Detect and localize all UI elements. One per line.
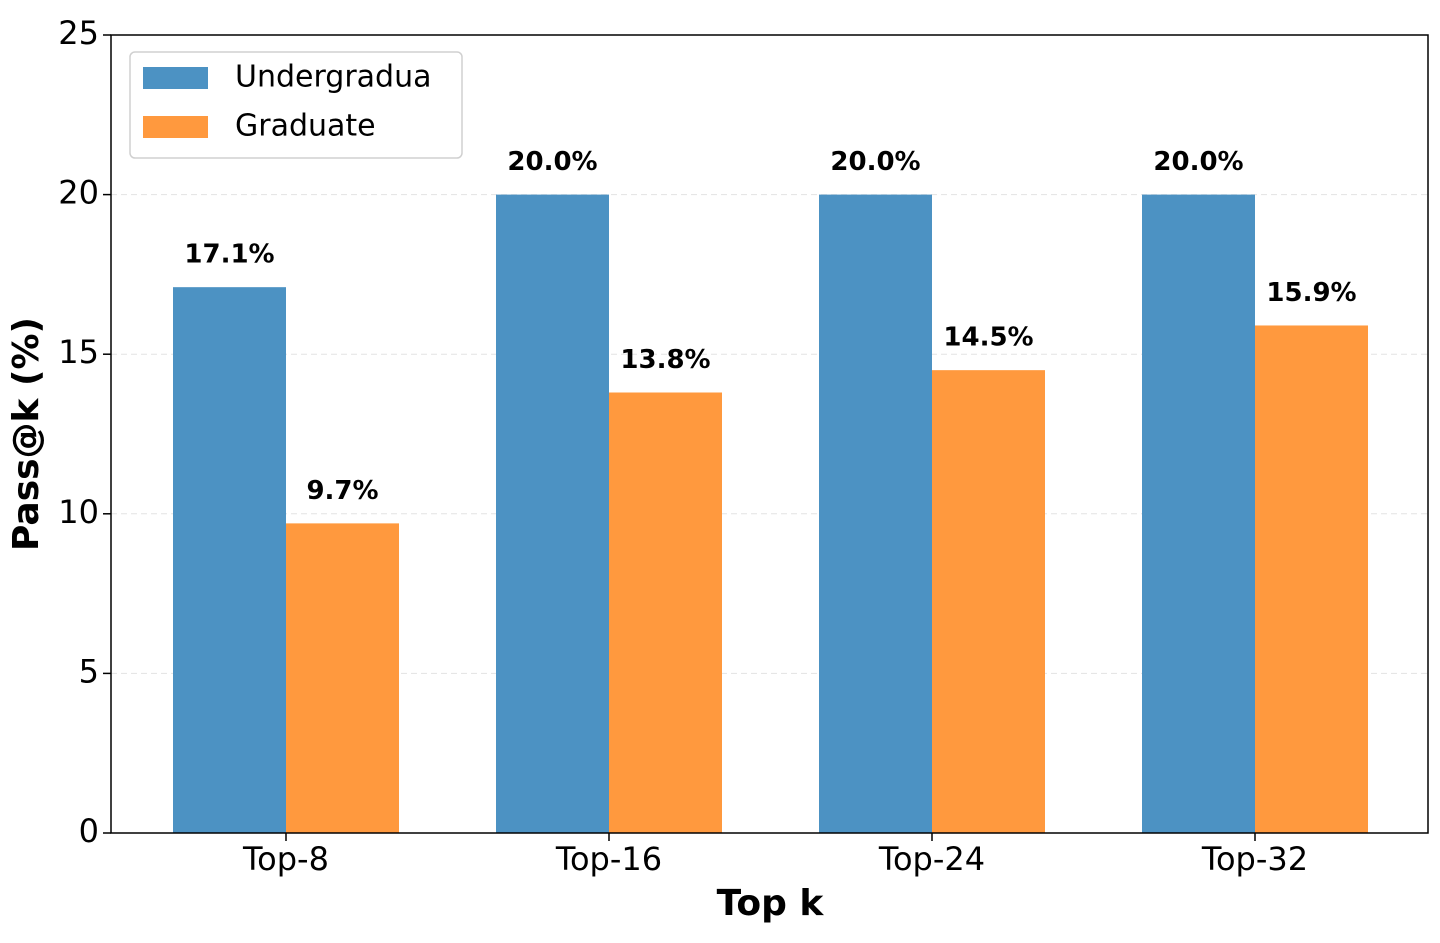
x-tick-label: Top-16 bbox=[555, 840, 662, 878]
value-label: 13.8% bbox=[620, 345, 710, 375]
value-label: 20.0% bbox=[1153, 147, 1243, 177]
y-tick-label: 15 bbox=[58, 333, 99, 371]
bar bbox=[819, 194, 932, 834]
value-label: 20.0% bbox=[830, 147, 920, 177]
bar bbox=[1142, 194, 1255, 834]
bar bbox=[286, 523, 399, 833]
x-tick-label: Top-32 bbox=[1201, 840, 1308, 878]
legend: Undergradua Graduate bbox=[129, 51, 463, 159]
plot-frame bbox=[110, 34, 1429, 834]
x-axis-label: Top k bbox=[717, 883, 825, 924]
bar bbox=[173, 287, 286, 834]
legend-swatch bbox=[143, 67, 208, 89]
value-label: 14.5% bbox=[943, 323, 1033, 353]
y-axis-label: Pass@k (%) bbox=[6, 317, 47, 551]
value-label: 9.7% bbox=[306, 476, 378, 506]
value-label: 15.9% bbox=[1266, 278, 1356, 308]
y-tick-label: 25 bbox=[58, 14, 99, 52]
bar bbox=[932, 370, 1045, 833]
y-tick-label: 10 bbox=[58, 493, 99, 531]
y-tick-label: 5 bbox=[79, 652, 99, 690]
legend-box bbox=[129, 51, 463, 159]
y-tick-label: 20 bbox=[58, 174, 99, 212]
bar bbox=[496, 194, 609, 834]
bar bbox=[609, 392, 722, 833]
bar bbox=[1255, 325, 1368, 833]
value-label: 17.1% bbox=[184, 240, 274, 270]
y-tick-label: 0 bbox=[79, 812, 99, 850]
value-label: 20.0% bbox=[507, 147, 597, 177]
x-tick-label: Top-24 bbox=[878, 840, 985, 878]
x-tick-label: Top-8 bbox=[242, 840, 329, 878]
legend-label: Graduate bbox=[235, 109, 376, 144]
legend-swatch bbox=[143, 116, 208, 138]
legend-label: Undergradua bbox=[235, 60, 431, 95]
